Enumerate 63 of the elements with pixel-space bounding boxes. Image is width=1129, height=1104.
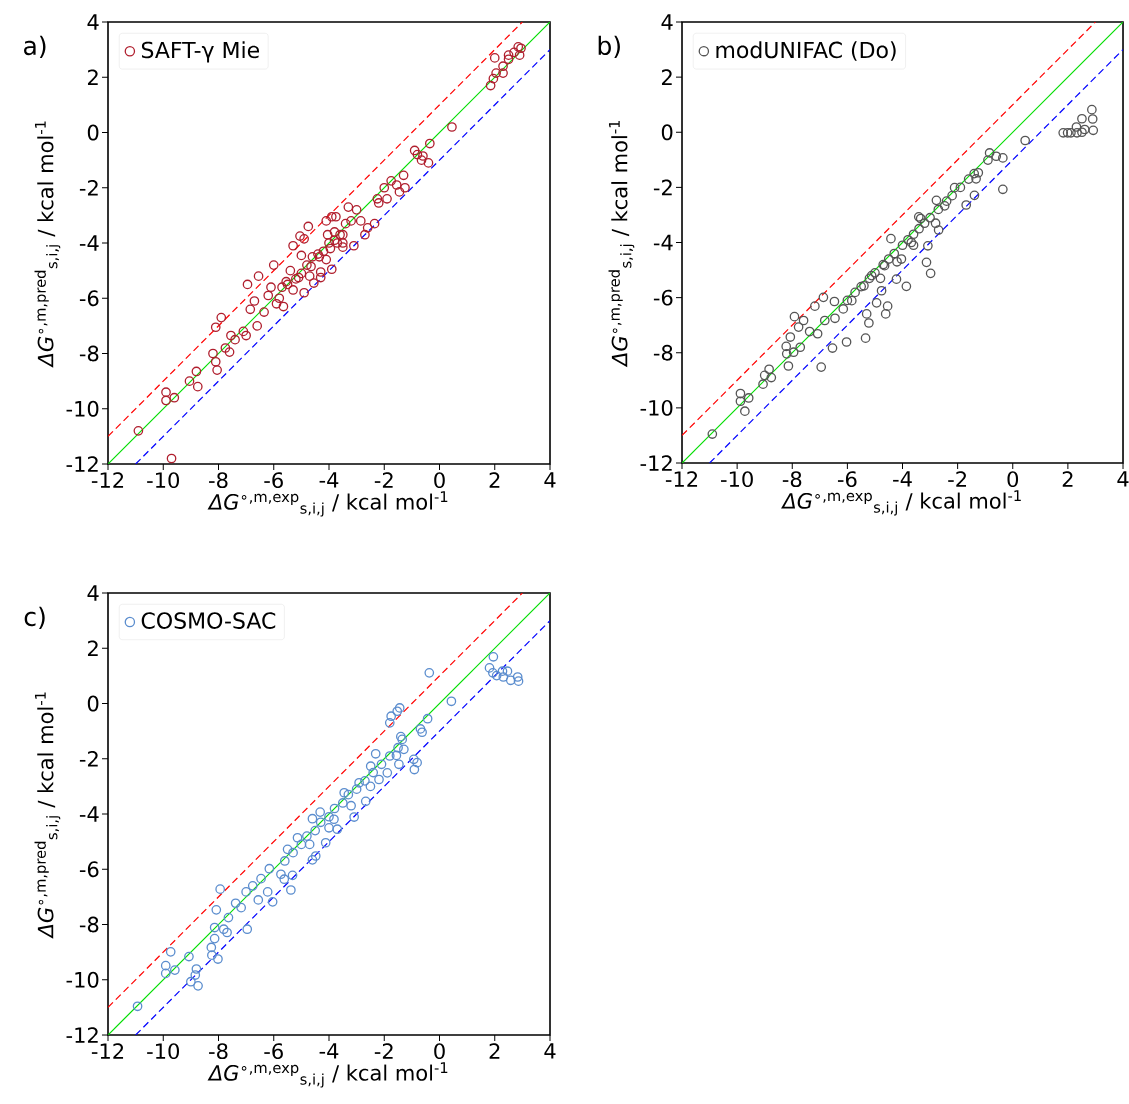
y-tick-label: -4 [79, 235, 99, 251]
y-axis-title: ΔG$^{∘,m,pred}$$_{s,i,j}$ / kcal mol$^{-1}$ [608, 120, 635, 368]
y-tick-label: -10 [640, 399, 673, 416]
x-axis-title: ΔG$^{∘,m,exp}$$_{s,i,j}$ / kcal mol$^{-1}$ [207, 1062, 448, 1088]
x-tick-label: 2 [489, 1043, 500, 1059]
x-tick-label: -8 [782, 471, 802, 488]
y-tick-label: -8 [79, 916, 99, 933]
x-tick-label: -10 [147, 472, 180, 489]
x-tick-label: 4 [544, 1043, 556, 1059]
y-tick-label: -2 [653, 179, 672, 196]
x-tick-label: 4 [1117, 471, 1129, 487]
y-tick-label: 0 [661, 124, 673, 141]
y-tick-label: -2 [79, 750, 98, 767]
legend-label: COSMO-SAC [141, 612, 276, 629]
y-axis-title: ΔG$^{∘,m,pred}$$_{s,i,j}$ / kcal mol$^{-1}$ [34, 692, 61, 939]
x-tick-label: -4 [893, 471, 912, 487]
y-axis-title: ΔG$^{∘,m,pred}$$_{s,i,j}$ / kcal mol$^{-1}$ [34, 121, 61, 368]
x-tick-label: -6 [264, 1043, 283, 1060]
y-tick-label: 4 [87, 585, 99, 601]
chart-title: b) [598, 35, 620, 59]
x-tick-label: -8 [209, 1043, 228, 1060]
chart-title: a) [24, 35, 46, 59]
x-tick-label: 0 [1007, 471, 1019, 488]
y-tick-label: -10 [66, 400, 99, 417]
legend-label: modUNIFAC (Do) [716, 41, 896, 61]
x-tick-label: -10 [721, 471, 753, 488]
x-tick-label: 0 [434, 472, 445, 489]
x-tick-label: -6 [264, 472, 283, 489]
chart-title: c) [24, 606, 45, 630]
y-tick-label: 0 [87, 124, 99, 141]
x-tick-label: -4 [319, 1043, 339, 1059]
y-tick-label: 4 [661, 14, 673, 30]
y-tick-label: -12 [640, 455, 672, 471]
y-tick-label: -4 [653, 234, 673, 251]
legend-label: SAFT-γ Mie [141, 41, 260, 63]
y-tick-label: -8 [79, 345, 99, 362]
y-tick-label: -10 [66, 971, 99, 988]
y-tick-label: -6 [79, 290, 99, 307]
y-tick-label: -4 [79, 806, 99, 822]
y-tick-label: 0 [87, 695, 99, 712]
x-tick-label: 2 [489, 472, 500, 488]
y-tick-label: -8 [653, 344, 673, 361]
x-tick-label: -2 [374, 1043, 393, 1059]
x-tick-label: 0 [434, 1043, 445, 1060]
x-tick-label: -2 [374, 472, 393, 488]
y-tick-label: 4 [87, 14, 99, 30]
x-tick-label: 4 [544, 472, 556, 488]
x-tick-label: -6 [837, 471, 857, 488]
y-tick-label: -2 [79, 179, 98, 196]
y-tick-label: -12 [66, 456, 98, 472]
x-tick-label: -2 [948, 471, 967, 487]
y-tick-label: -6 [653, 289, 673, 306]
x-axis-title: ΔG$^{∘,m,exp}$$_{s,i,j}$ / kcal mol$^{-1}$ [781, 490, 1021, 516]
x-tick-label: 2 [1062, 471, 1073, 487]
y-tick-label: 2 [87, 69, 98, 86]
x-tick-label: -4 [319, 472, 339, 488]
x-axis-title: ΔG$^{∘,m,exp}$$_{s,i,j}$ / kcal mol$^{-1}$ [207, 491, 448, 517]
y-tick-label: 2 [87, 640, 98, 657]
y-tick-label: -6 [79, 861, 99, 878]
y-tick-label: 2 [661, 69, 672, 85]
x-tick-label: -8 [209, 472, 228, 489]
x-tick-label: -10 [147, 1043, 180, 1060]
y-tick-label: -12 [66, 1027, 98, 1043]
